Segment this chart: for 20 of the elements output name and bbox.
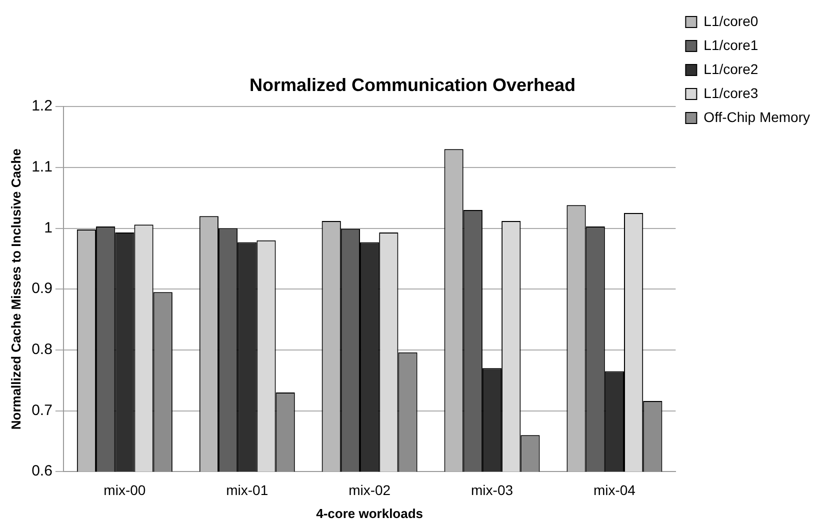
legend-label: L1/core0	[704, 12, 758, 29]
y-tick-label: 0.6	[32, 462, 52, 480]
x-axis-title: 4-core workloads	[316, 506, 424, 521]
y-tick-label: 0.9	[32, 280, 52, 298]
y-tick-label: 0.8	[32, 341, 52, 358]
x-tick-label: mix-01	[226, 482, 268, 498]
x-tick-label: mix-03	[471, 482, 514, 498]
legend-label: Off-Chip Memory	[704, 108, 810, 125]
legend-label: L1/core2	[704, 60, 758, 77]
legend-label: L1/core1	[704, 36, 758, 53]
x-tick-label: mix-04	[593, 482, 636, 498]
legend-label: L1/core3	[704, 84, 758, 101]
chart-title: Normalized Communication Overhead	[249, 74, 576, 95]
x-tick-label: mix-02	[348, 482, 391, 498]
y-tick-label: 1	[44, 219, 52, 236]
x-tick-label: mix-00	[104, 482, 146, 498]
y-tick-label: 0.7	[32, 402, 52, 419]
y-tick-label: 1.1	[32, 158, 52, 176]
y-tick-label: 1.2	[32, 98, 52, 115]
y-axis-title: Normallized Cache Misses to Inclusive Cache	[8, 148, 24, 430]
